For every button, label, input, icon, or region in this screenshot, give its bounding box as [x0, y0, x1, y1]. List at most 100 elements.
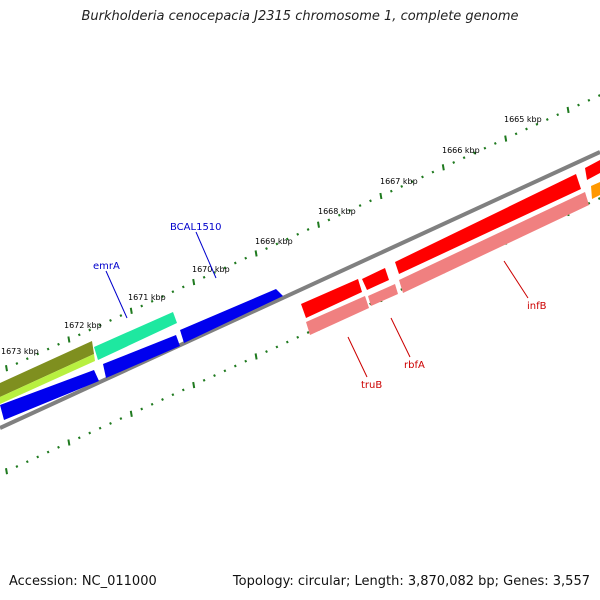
minor-tick: [15, 465, 19, 468]
minor-tick: [233, 364, 237, 368]
minor-tick: [161, 398, 164, 401]
gene-truB[interactable]: [306, 296, 369, 335]
gene-BCAL1510[interactable]: [180, 289, 283, 343]
minor-tick: [223, 266, 227, 270]
minor-tick: [213, 271, 216, 275]
gene-rbfA-fwd[interactable]: [362, 268, 389, 290]
tick-label-1673: 1673 kbp: [1, 347, 39, 356]
gene-infB[interactable]: [399, 192, 589, 293]
leader-infB: [503, 260, 529, 299]
gene-emrA[interactable]: [94, 312, 177, 360]
minor-tick: [265, 350, 268, 354]
minor-tick: [140, 304, 144, 308]
leader-emrA: [105, 270, 128, 319]
major-tick: [67, 439, 71, 446]
minor-tick: [306, 228, 310, 231]
minor-tick: [46, 347, 50, 351]
minor-tick: [244, 256, 248, 260]
forward-strand-genes: [0, 160, 600, 404]
major-tick: [192, 381, 196, 389]
minor-tick: [587, 201, 591, 205]
minor-tick: [483, 146, 487, 150]
minor-tick: [202, 378, 206, 382]
minor-tick: [36, 352, 40, 356]
minor-tick: [88, 328, 92, 332]
minor-tick: [140, 407, 144, 411]
major-tick: [129, 307, 133, 314]
leader-BCAL1510: [195, 231, 217, 279]
minor-tick: [202, 275, 206, 279]
major-tick: [504, 135, 508, 142]
minor-tick: [337, 213, 341, 217]
gene-label-emrA[interactable]: emrA: [93, 261, 120, 272]
minor-tick: [306, 331, 310, 334]
minor-tick: [275, 345, 279, 349]
minor-tick: [389, 189, 393, 193]
major-tick: [5, 468, 8, 475]
outer-tick-row: [5, 94, 600, 372]
minor-tick: [410, 180, 414, 184]
gene-red-right[interactable]: [585, 160, 600, 180]
gene-orange-right[interactable]: [591, 182, 600, 199]
minor-tick: [98, 323, 102, 327]
tick-label-1665: 1665 kbp: [504, 115, 542, 124]
major-tick: [379, 192, 383, 200]
leader-truB: [347, 336, 368, 378]
gene-truB-fwd[interactable]: [301, 279, 362, 318]
minor-tick: [431, 170, 435, 174]
minor-tick: [25, 357, 29, 361]
gene-infB-fwd[interactable]: [395, 174, 581, 274]
major-tick: [441, 164, 445, 171]
minor-tick: [15, 362, 19, 365]
minor-tick: [57, 342, 60, 346]
minor-tick: [462, 156, 466, 160]
gene-label-rbfA[interactable]: rbfA: [404, 360, 425, 371]
gene-label-infB[interactable]: infB: [527, 301, 547, 312]
gene-rbfA[interactable]: [368, 284, 398, 306]
minor-tick: [493, 141, 497, 145]
major-tick: [317, 221, 320, 228]
minor-tick: [150, 299, 154, 303]
minor-tick: [77, 333, 81, 337]
major-tick: [192, 278, 196, 286]
tick-label-1671: 1671 kbp: [128, 293, 166, 302]
minor-tick: [98, 426, 102, 430]
page-title: Burkholderia cenocepacia J2315 chromosom…: [81, 9, 519, 24]
minor-tick: [57, 445, 60, 449]
gene-label-BCAL1510[interactable]: BCAL1510: [170, 222, 222, 233]
gene-lime[interactable]: [0, 354, 95, 404]
major-tick: [129, 410, 133, 417]
minor-tick: [46, 450, 50, 454]
minor-tick: [514, 132, 518, 136]
tick-label-1667: 1667 kbp: [380, 177, 418, 186]
minor-tick: [119, 314, 123, 318]
gene-blue-2[interactable]: [103, 335, 180, 378]
gene-blue-left[interactable]: [0, 370, 99, 420]
minor-tick: [181, 285, 185, 289]
minor-tick: [587, 98, 591, 102]
minor-tick: [545, 118, 549, 121]
accession-label: Accession: NC_011000: [9, 574, 157, 589]
minor-tick: [150, 402, 154, 406]
minor-tick: [233, 261, 237, 265]
topology-label: Topology: circular; Length: 3,870,082 bp…: [232, 574, 590, 589]
gene-label-truB[interactable]: truB: [361, 380, 382, 391]
minor-tick: [421, 175, 424, 179]
tick-label-1670: 1670 kbp: [192, 265, 230, 274]
minor-tick: [77, 436, 81, 440]
minor-tick: [25, 460, 29, 464]
gene-label-leaders: [105, 231, 529, 378]
minor-tick: [296, 232, 300, 236]
reverse-strand-genes: [0, 182, 600, 420]
minor-tick: [265, 247, 268, 251]
gene-olive[interactable]: [0, 341, 94, 397]
minor-tick: [327, 218, 331, 222]
tick-label-1668: 1668 kbp: [318, 207, 356, 216]
tick-label-1672: 1672 kbp: [64, 321, 102, 330]
tick-labels: 1665 kbp 1666 kbp 1667 kbp 1668 kbp 1669…: [1, 115, 542, 356]
minor-tick: [473, 151, 476, 155]
minor-tick: [161, 295, 164, 298]
minor-tick: [556, 113, 560, 117]
